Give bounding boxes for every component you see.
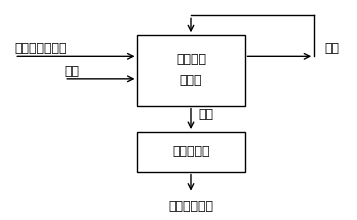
Bar bbox=[137, 132, 245, 172]
Text: 重相: 重相 bbox=[198, 108, 213, 121]
Text: 轻相: 轻相 bbox=[325, 42, 340, 55]
Text: 纯水: 纯水 bbox=[64, 65, 79, 78]
Text: 常压蒸馏塔: 常压蒸馏塔 bbox=[172, 145, 210, 158]
Text: 成品三氯乙烷: 成品三氯乙烷 bbox=[169, 200, 213, 213]
Text: 三级水洗
混合器: 三级水洗 混合器 bbox=[176, 53, 206, 87]
Text: 待回收三氯乙烷: 待回收三氯乙烷 bbox=[14, 42, 67, 55]
Bar bbox=[137, 35, 245, 106]
